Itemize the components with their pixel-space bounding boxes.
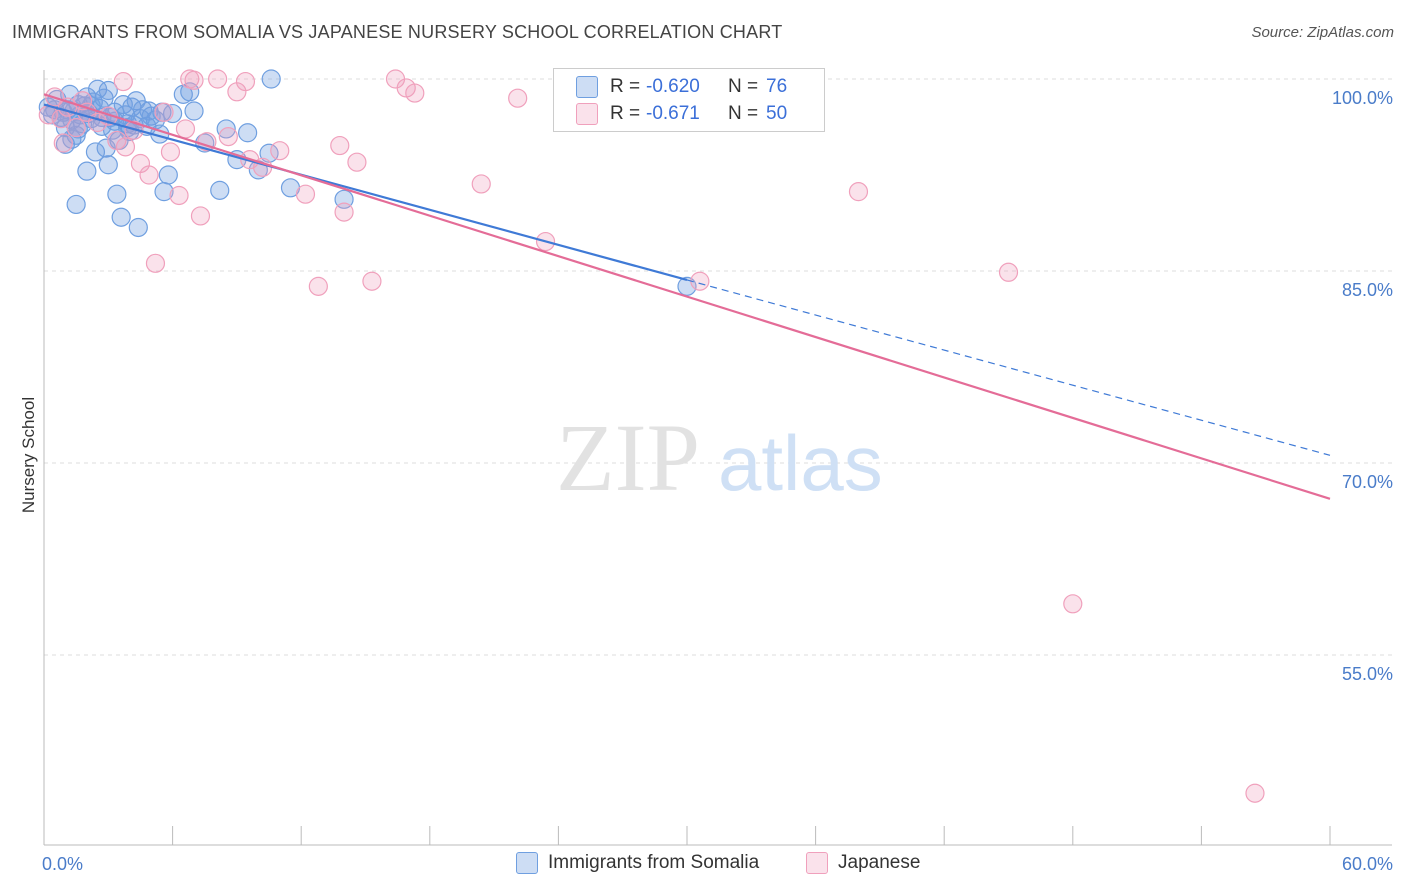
point-somalia [107,184,127,204]
point-japanese [330,135,350,156]
series-swatch-pink [806,852,828,874]
source-label: Source: ZipAtlas.com [1251,24,1394,41]
point-somalia [98,80,118,101]
point-japanese [362,271,382,291]
legend-r-value: -0.671 [646,103,700,124]
y-tick-label: 85.0% [1342,280,1393,300]
point-japanese [308,276,328,296]
legend-swatch-pink [576,103,598,125]
watermark-zip: ZIP [556,404,700,511]
point-japanese [154,102,174,122]
series-legend: Immigrants from Somalia Japanese [0,852,1406,878]
point-japanese [235,71,256,92]
point-japanese [53,133,73,153]
point-somalia [238,123,258,143]
series-swatch-blue [516,852,538,874]
y-axis-label: Nursery School [19,397,38,513]
point-japanese [998,262,1019,282]
point-japanese [180,69,200,89]
point-japanese [405,83,425,103]
watermark-atlas: atlas [718,419,883,507]
legend-r-value: -0.620 [646,76,700,97]
point-japanese [1063,594,1083,614]
legend-n-value: 76 [766,76,788,97]
trend-line-somalia [43,103,688,282]
axes-layer [43,70,1392,846]
point-somalia [111,207,131,227]
point-japanese [270,141,290,161]
legend-n-label: N = [728,103,759,124]
point-japanese [190,206,211,226]
point-japanese [1245,783,1265,803]
x-tick-label: 0.0% [42,854,83,874]
point-japanese [471,174,491,194]
point-japanese [334,202,354,222]
point-somalia [85,142,106,162]
point-japanese [113,71,133,92]
series-legend-japanese[interactable]: Japanese [806,852,920,874]
point-somalia [98,155,118,175]
series-label-somalia: Immigrants from Somalia [548,852,760,873]
legend-r-label: R = [610,103,641,124]
trend-line-somalia-extension [686,279,1331,456]
point-japanese [295,184,316,204]
point-japanese [218,127,238,147]
point-japanese [169,185,189,206]
point-japanese [175,119,196,139]
chart-title: IMMIGRANTS FROM SOMALIA VS JAPANESE NURS… [12,22,783,42]
point-somalia [128,217,148,238]
point-japanese [208,69,228,89]
series-label-japanese: Japanese [838,852,921,873]
point-japanese [347,152,367,172]
x-tick-label: 60.0% [1342,854,1393,874]
point-somalia [77,161,97,181]
trend-line-japanese [43,93,1331,500]
point-somalia [158,165,178,185]
trend-layer [43,93,1331,500]
legend-swatch-blue [576,76,598,98]
point-somalia [677,276,697,296]
legend-n-label: N = [728,76,759,97]
point-somalia [210,180,230,200]
point-somalia [261,69,281,89]
correlation-legend: R = -0.620 N = 76 R = -0.671 N = 50 [553,68,825,132]
point-japanese [139,165,159,185]
legend-n-value: 50 [766,103,788,124]
legend-row-japanese: R = -0.671 N = 50 [576,102,787,126]
legend-row-somalia: R = -0.620 N = 76 [576,75,787,99]
point-japanese [145,253,166,273]
legend-r-label: R = [610,76,641,97]
point-somalia [216,119,236,139]
point-japanese [848,182,869,202]
point-somalia [66,194,86,215]
tick-label-layer: 100.0% 85.0% 70.0% 55.0% 0.0% 60.0% [42,88,1393,874]
series-legend-somalia[interactable]: Immigrants from Somalia [516,852,759,874]
point-japanese [115,137,136,157]
y-tick-label: 70.0% [1342,472,1393,492]
y-tick-label: 100.0% [1332,88,1393,108]
point-japanese [160,142,181,162]
watermark: ZIP atlas [556,404,883,511]
point-japanese [508,88,528,108]
points-layer [38,69,1265,803]
point-japanese [66,118,86,138]
y-tick-label: 55.0% [1342,664,1393,684]
point-somalia [184,101,204,121]
